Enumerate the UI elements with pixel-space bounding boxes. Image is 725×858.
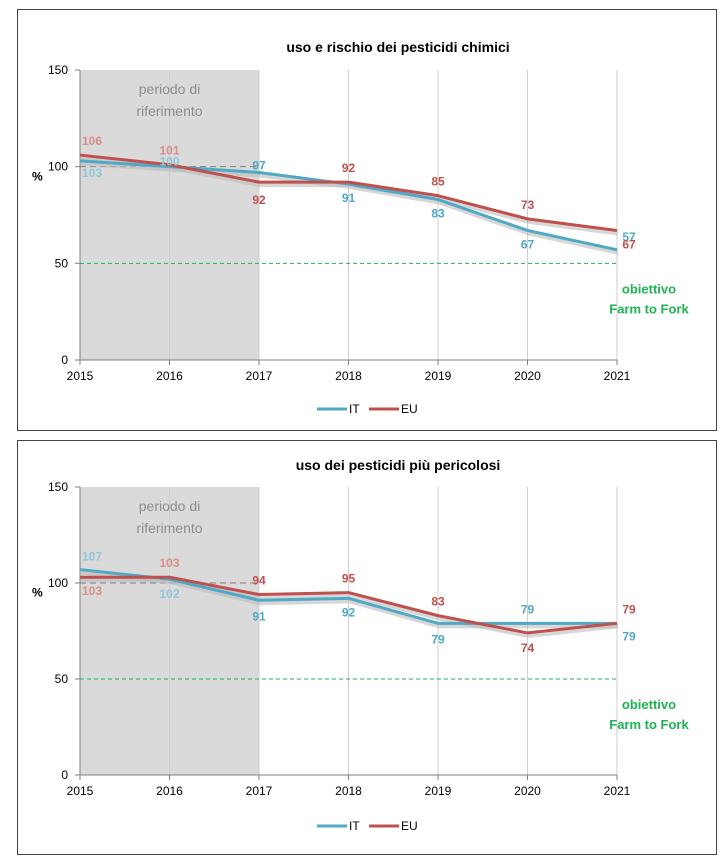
- data-label-EU-2020: 74: [521, 641, 535, 655]
- data-label-IT-2020: 79: [521, 602, 535, 616]
- data-label-IT-2021: 79: [622, 629, 636, 643]
- x-tick-label: 2018: [335, 369, 362, 383]
- y-tick-label: 150: [48, 63, 68, 77]
- x-tick-label: 2015: [67, 369, 94, 383]
- legend-label-IT: IT: [349, 819, 360, 833]
- data-label-IT-2019: 83: [431, 207, 445, 221]
- y-tick-label: 50: [55, 672, 69, 686]
- legend-label-EU: EU: [401, 402, 418, 416]
- legend-label-EU: EU: [401, 819, 418, 833]
- data-label-EU-2017: 94: [252, 574, 266, 588]
- chart-1: uso e rischio dei pesticidi chimici 0 50 10…: [32, 39, 689, 416]
- y-tick-label: 0: [61, 768, 68, 782]
- data-label-EU-2019: 83: [431, 595, 445, 609]
- data-label-EU-2021: 67: [622, 237, 636, 251]
- reference-period-label-line2: riferimento: [136, 520, 202, 536]
- data-label-IT-2018: 92: [342, 605, 356, 619]
- data-label-IT-2021: 57: [622, 230, 636, 244]
- y-tick-label: 100: [48, 576, 68, 590]
- data-label-IT-2016: 100: [159, 155, 179, 169]
- data-label-EU-2019: 85: [431, 175, 445, 189]
- x-tick-label: 2015: [67, 784, 94, 798]
- x-tick-label: 2020: [514, 784, 541, 798]
- data-label-IT-2015: 103: [82, 166, 102, 180]
- series-line-IT: [79, 159, 618, 252]
- data-label-EU-2017: 92: [252, 193, 266, 207]
- series-line-IT: [79, 568, 617, 625]
- reference-period-label-line1: periodo di: [139, 81, 201, 97]
- x-tick-label: 2016: [156, 369, 183, 383]
- x-tick-label: 2021: [604, 784, 631, 798]
- data-label-EU-2015: 103: [82, 584, 102, 598]
- reference-period-label-line1: periodo di: [139, 498, 201, 514]
- data-label-EU-2020: 73: [521, 198, 535, 212]
- x-tick-label: 2020: [514, 369, 541, 383]
- y-tick-label: 150: [48, 480, 68, 494]
- x-tick-label: 2019: [425, 784, 452, 798]
- data-label-IT-2018: 91: [342, 191, 356, 205]
- target-label-line2: Farm to Fork: [609, 301, 689, 316]
- data-label-EU-2016: 103: [159, 556, 179, 570]
- y-tick-label: 100: [48, 160, 68, 174]
- data-label-EU-2016: 101: [159, 144, 179, 158]
- x-tick-label: 2018: [335, 784, 362, 798]
- data-label-EU-2015: 106: [82, 134, 102, 148]
- y-axis-label: %: [32, 586, 43, 600]
- target-label-line2: Farm to Fork: [609, 717, 689, 732]
- target-label-line1: obiettivo: [622, 281, 676, 296]
- y-tick-label: 0: [61, 353, 68, 367]
- x-tick-label: 2016: [156, 784, 183, 798]
- data-label-IT-2019: 79: [431, 632, 445, 646]
- chart-2: uso dei pesticidi più pericolosi 0 50 100 15…: [32, 457, 689, 833]
- legend-label-IT: IT: [349, 402, 360, 416]
- reference-period-label-line2: riferimento: [136, 103, 202, 119]
- chart-title: uso e rischio dei pesticidi chimici: [286, 39, 509, 55]
- y-axis-label: %: [32, 169, 43, 183]
- data-label-EU-2018: 92: [342, 161, 356, 175]
- series-line-EU: [79, 153, 618, 232]
- series-line-EU: [80, 575, 618, 635]
- data-label-IT-2017: 91: [252, 609, 266, 623]
- x-tick-label: 2017: [246, 369, 273, 383]
- data-label-EU-2018: 95: [342, 572, 356, 586]
- y-tick-label: 50: [55, 256, 69, 270]
- legend: IT EU: [317, 402, 418, 416]
- data-label-IT-2015: 107: [82, 550, 102, 564]
- target-label-line1: obiettivo: [622, 697, 676, 712]
- data-label-EU-2021: 79: [622, 602, 636, 616]
- data-label-IT-2017: 97: [252, 158, 266, 172]
- data-label-IT-2020: 67: [521, 237, 535, 251]
- x-tick-label: 2021: [604, 369, 631, 383]
- chart-title: uso dei pesticidi più pericolosi: [296, 457, 501, 473]
- data-label-IT-2016: 102: [159, 587, 179, 601]
- legend: IT EU: [317, 819, 418, 833]
- x-tick-label: 2019: [425, 369, 452, 383]
- x-tick-label: 2017: [246, 784, 273, 798]
